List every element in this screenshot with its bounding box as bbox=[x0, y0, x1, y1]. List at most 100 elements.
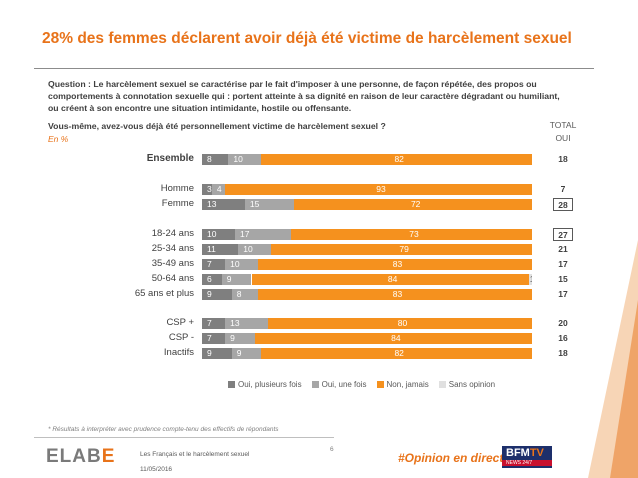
total-oui-50-64-ans: 15 bbox=[558, 274, 568, 284]
bar-segment-inactifs-oui-une-fois: 9 bbox=[231, 348, 262, 359]
total-oui-inactifs: 18 bbox=[558, 348, 568, 358]
data-label: 6 bbox=[207, 274, 212, 284]
bar-segment-35-49-ans-oui-plusieurs-fois: 7 bbox=[202, 259, 226, 270]
data-label: 8 bbox=[207, 154, 212, 164]
bar-segment-homme-oui-plusieurs-fois: 3 bbox=[202, 184, 212, 195]
data-label: 7 bbox=[207, 318, 212, 328]
bar-segment-35-49-ans-oui-une-fois: 10 bbox=[225, 259, 259, 270]
bar-segment-homme-non-jamais: 93 bbox=[225, 184, 532, 195]
decorative-logo-shape bbox=[588, 240, 638, 478]
row-label-18-24-ans: 18-24 ans bbox=[151, 228, 194, 239]
legend-item-oui-plusieurs: Oui, plusieurs fois bbox=[228, 380, 302, 389]
data-label: 7 bbox=[207, 259, 212, 269]
bar-segment-18-24-ans-oui-une-fois: 17 bbox=[235, 229, 292, 240]
question-prompt: Vous-même, avez-vous déjà été personnell… bbox=[48, 121, 386, 131]
total-oui-65-ans-et-plus: 17 bbox=[558, 289, 568, 299]
row-label-homme: Homme bbox=[160, 183, 194, 194]
data-label: 13 bbox=[207, 199, 217, 209]
bar-segment-18-24-ans-oui-plusieurs-fois: 10 bbox=[202, 229, 235, 240]
data-label: 9 bbox=[207, 289, 212, 299]
title-divider bbox=[34, 68, 594, 69]
data-label: 84 bbox=[391, 333, 401, 343]
data-label: 9 bbox=[230, 333, 235, 343]
bar-segment-ensemble-non-jamais: 82 bbox=[261, 154, 532, 165]
legend-label: Non, jamais bbox=[386, 380, 429, 389]
chart-legend: Oui, plusieurs fois Oui, une fois Non, j… bbox=[228, 380, 495, 389]
footnote: * Résultats à interpréter avec prudence … bbox=[48, 426, 279, 433]
data-label: 9 bbox=[236, 348, 242, 358]
data-label: 80 bbox=[397, 318, 408, 328]
bar-segment-50-64-ans-non-jamais: 84 bbox=[251, 274, 529, 285]
bar-segment-csp-oui-plusieurs-fois: 7 bbox=[202, 318, 226, 329]
legend-label: Oui, plusieurs fois bbox=[238, 380, 302, 389]
hashtag: #Opinion en direct bbox=[398, 451, 504, 465]
bar-segment-65-ans-et-plus-oui-plusieurs-fois: 9 bbox=[202, 289, 232, 300]
row-label-inactifs: Inactifs bbox=[163, 347, 194, 358]
row-label-25-34-ans: 25-34 ans bbox=[151, 243, 194, 254]
bar-segment-50-64-ans-oui-plusieurs-fois: 6 bbox=[202, 274, 222, 285]
bar-segment-csp-oui-une-fois: 13 bbox=[225, 318, 268, 329]
total-oui-25-34-ans: 21 bbox=[558, 244, 568, 254]
bar-segment-femme-oui-plusieurs-fois: 13 bbox=[202, 199, 245, 210]
legend-item-sans-opinion: Sans opinion bbox=[438, 380, 495, 389]
data-label: 9 bbox=[207, 348, 212, 358]
logo-accent: E bbox=[101, 446, 116, 467]
total-oui-18-24-ans: 27 bbox=[553, 228, 573, 241]
data-label: 82 bbox=[394, 154, 404, 164]
bar-segment-18-24-ans-non-jamais: 73 bbox=[291, 229, 532, 240]
data-label: 10 bbox=[207, 229, 217, 239]
data-label: 10 bbox=[230, 259, 240, 269]
footer-divider bbox=[34, 437, 334, 438]
data-label: 79 bbox=[399, 244, 409, 254]
bar-segment-50-64-ans-oui-une-fois: 9 bbox=[221, 274, 252, 285]
total-oui-femme: 28 bbox=[553, 198, 573, 211]
logo-text: ELAB bbox=[46, 446, 102, 467]
legend-swatch bbox=[438, 381, 446, 388]
bar-segment-65-ans-et-plus-oui-une-fois: 8 bbox=[231, 289, 259, 300]
page-number: 6 bbox=[330, 446, 334, 453]
data-label: 7 bbox=[207, 333, 212, 343]
legend-item-non-jamais: Non, jamais bbox=[376, 380, 429, 389]
bar-segment-65-ans-et-plus-non-jamais: 83 bbox=[258, 289, 532, 300]
row-label-65-ans-et-plus: 65 ans et plus bbox=[134, 288, 194, 299]
document-date: 11/05/2016 bbox=[140, 466, 173, 473]
bar-segment-inactifs-oui-plusieurs-fois: 9 bbox=[202, 348, 232, 359]
row-label-femme: Femme bbox=[161, 198, 194, 209]
document-title: Les Français et le harcèlement sexuel bbox=[140, 451, 250, 458]
bfm-sub-text: NEWS 24/7 bbox=[502, 460, 552, 466]
row-label-50-64-ans: 50-64 ans bbox=[151, 273, 194, 284]
bar-segment-25-34-ans-non-jamais: 79 bbox=[271, 244, 532, 255]
bar-segment-csp-oui-plusieurs-fois: 7 bbox=[202, 333, 226, 344]
data-label: 8 bbox=[236, 289, 242, 299]
data-label: 83 bbox=[392, 289, 403, 299]
data-label: 17 bbox=[240, 229, 250, 239]
bar-segment-csp-oui-une-fois: 9 bbox=[225, 333, 255, 344]
legend-item-oui-une-fois: Oui, une fois bbox=[311, 380, 367, 389]
data-label: 10 bbox=[243, 244, 253, 254]
data-label: 84 bbox=[387, 274, 398, 284]
data-label: 4 bbox=[216, 184, 222, 194]
row-label-csp: CSP - bbox=[168, 332, 194, 343]
bar-segment-femme-oui-une-fois: 15 bbox=[244, 199, 295, 210]
unit-label: En % bbox=[48, 134, 69, 144]
total-oui-header: TOTAL OUI bbox=[549, 120, 577, 143]
data-label: 93 bbox=[376, 184, 386, 194]
data-label: 13 bbox=[230, 318, 240, 328]
total-oui-35-49-ans: 17 bbox=[558, 259, 568, 269]
total-oui-csp: 16 bbox=[558, 333, 568, 343]
bar-segment-csp-non-jamais: 84 bbox=[254, 333, 532, 344]
elabe-logo: ELABE bbox=[46, 446, 115, 468]
total-oui-homme: 7 bbox=[560, 184, 566, 194]
page-title: 28% des femmes déclarent avoir déjà été … bbox=[42, 30, 572, 47]
question-text: Question : Le harcèlement sexuel se cara… bbox=[48, 79, 560, 113]
row-label-ensemble: Ensemble bbox=[146, 153, 194, 164]
bar-segment-50-64-ans-sans-opinion: 1 bbox=[528, 274, 532, 285]
bfmtv-logo: BFMTV NEWS 24/7 bbox=[502, 446, 552, 468]
total-oui-ensemble: 18 bbox=[558, 154, 568, 164]
bar-segment-ensemble-oui-une-fois: 10 bbox=[228, 154, 262, 165]
bar-segment-ensemble-oui-plusieurs-fois: 8 bbox=[202, 154, 229, 165]
data-label: 73 bbox=[409, 229, 419, 239]
row-label-35-49-ans: 35-49 ans bbox=[151, 258, 194, 269]
bar-segment-homme-oui-une-fois: 4 bbox=[211, 184, 226, 195]
legend-swatch bbox=[376, 381, 384, 388]
